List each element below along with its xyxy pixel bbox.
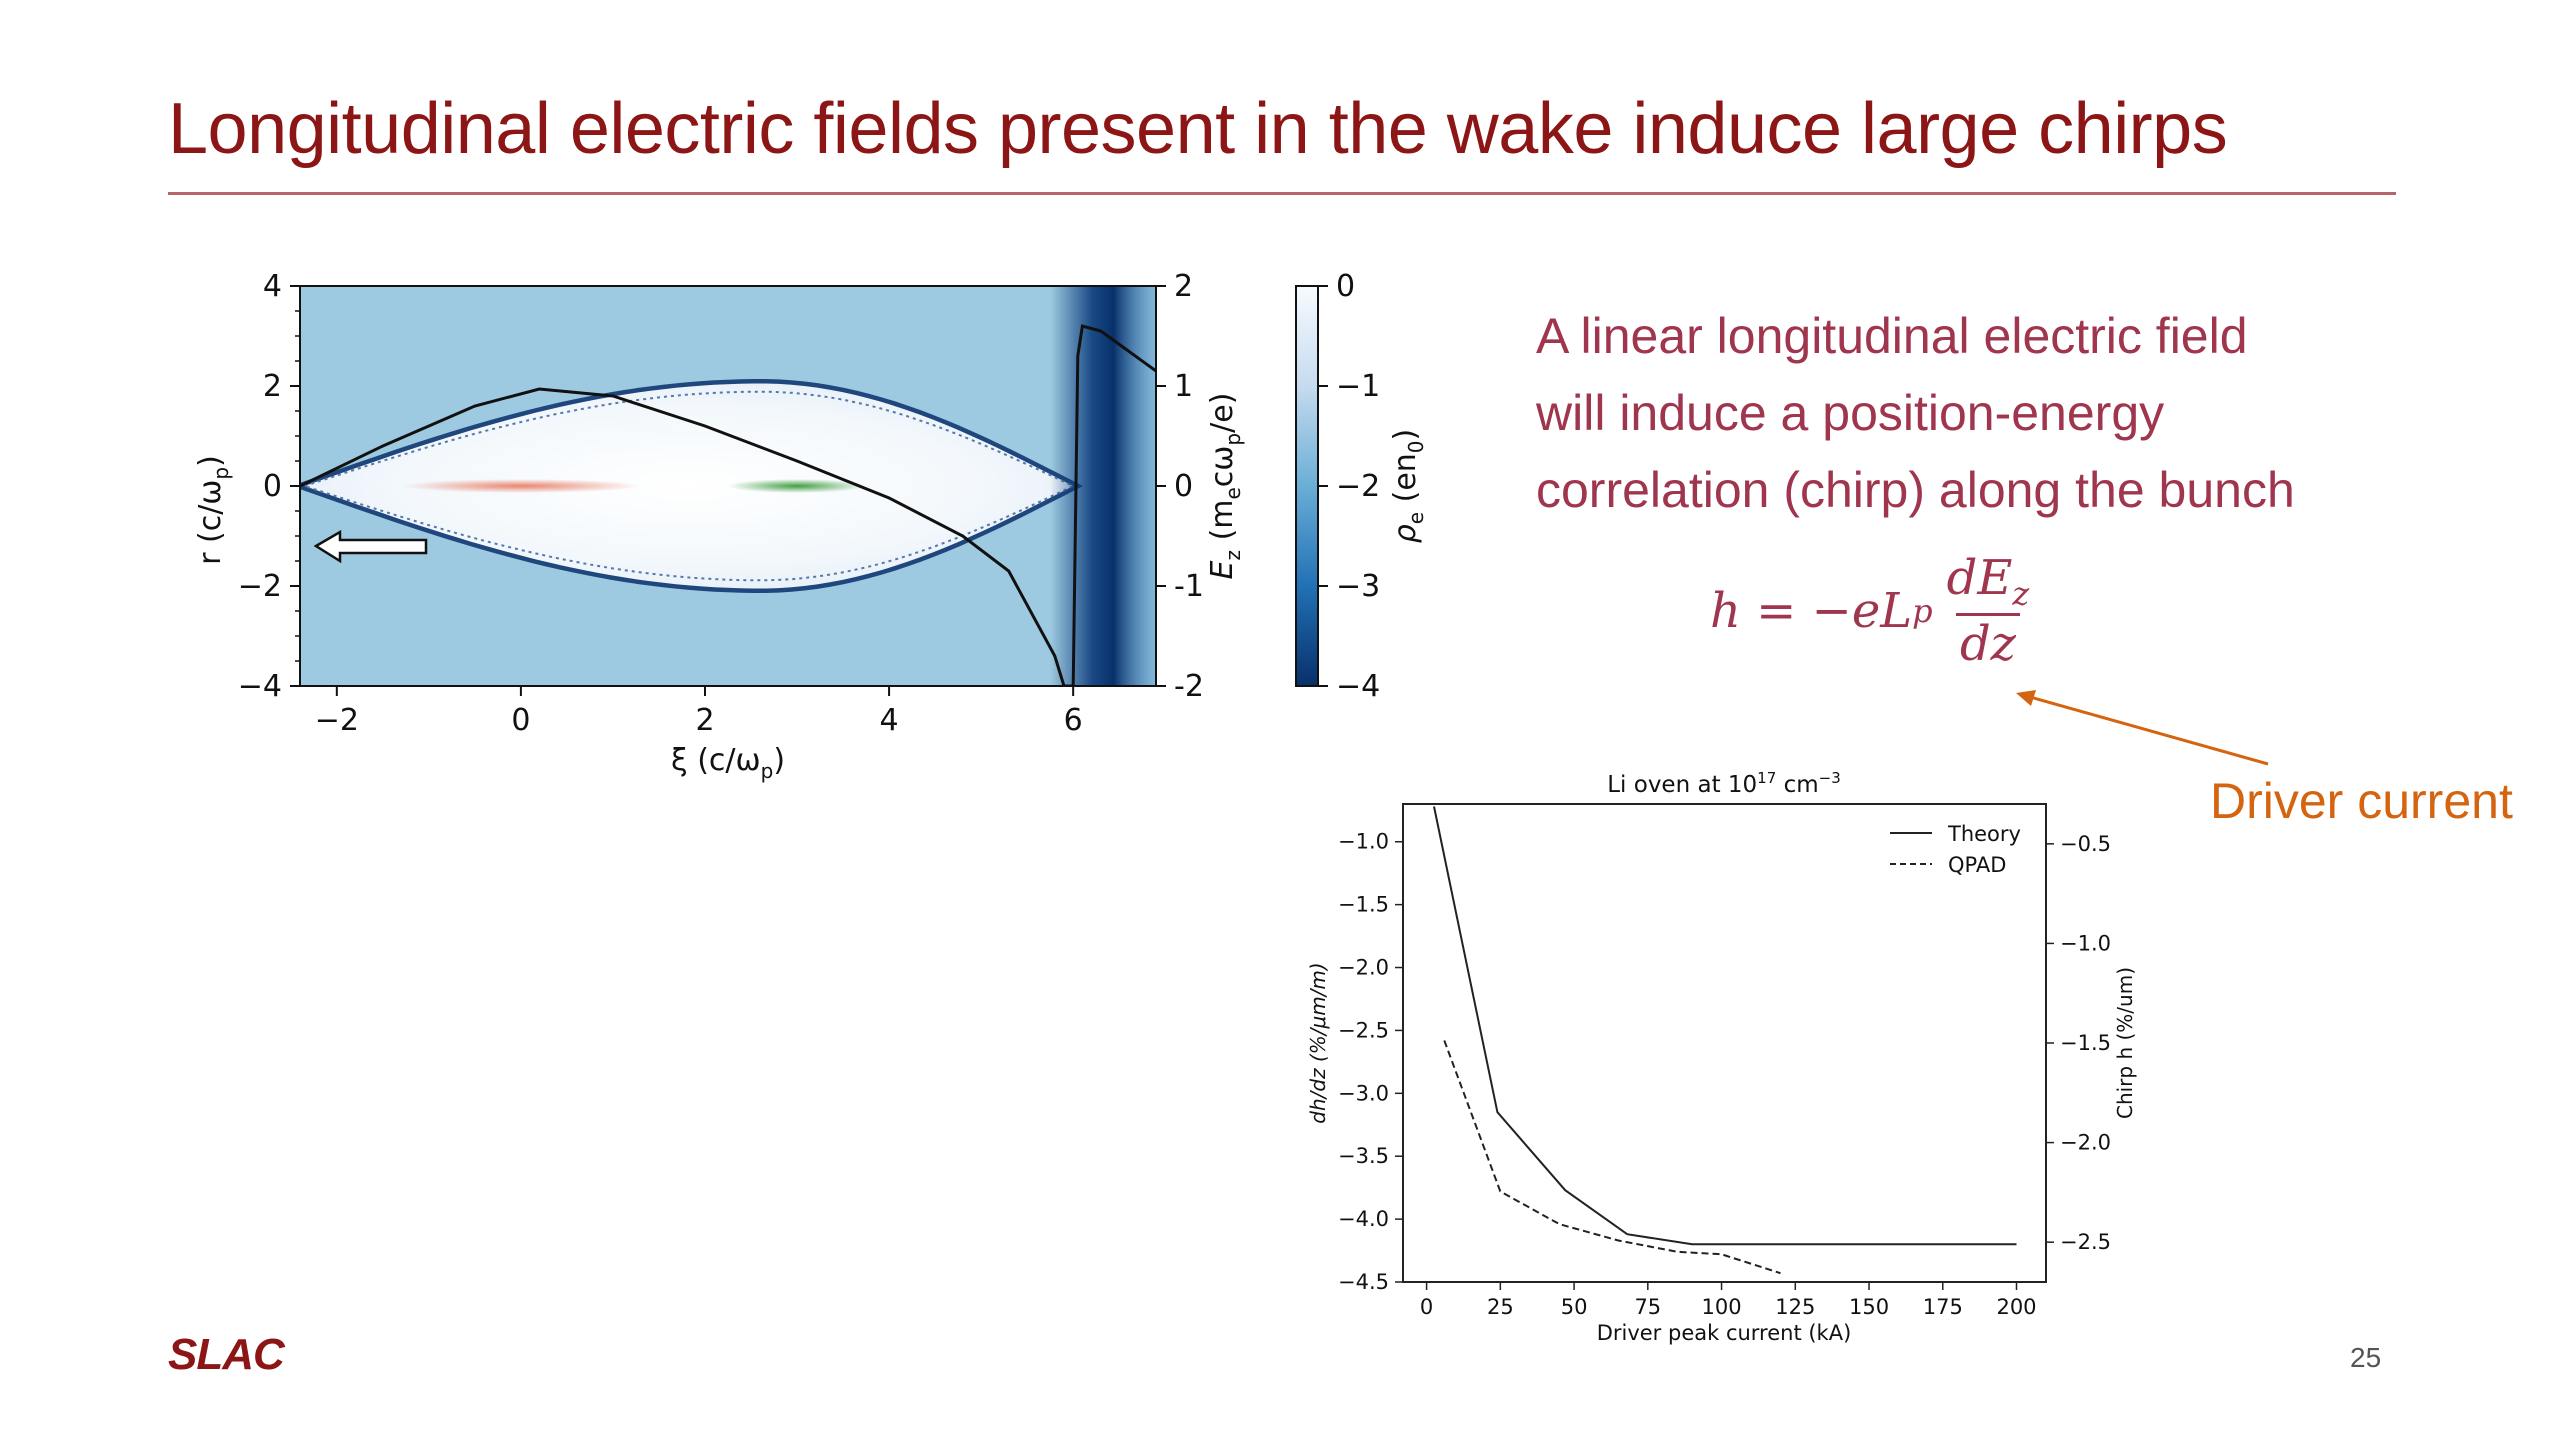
heatmap-y2tick-label: 2 [1174,269,1193,304]
line-y2tick-label: −0.5 [2060,832,2111,856]
slac-logo: SLAC [168,1330,285,1379]
line-ytick-label: −4.0 [1338,1207,1389,1231]
formula-lhs: h = −eL [1710,582,1913,639]
line-y2tick-label: −1.5 [2060,1031,2111,1055]
colorbar-tick-label: 0 [1336,269,1355,304]
heatmap-xtick-label: 2 [695,703,714,738]
heatmap-y2tick-label: 0 [1174,469,1193,504]
colorbar-tick-label: −1 [1336,369,1380,404]
line-y2tick-label: −2.0 [2060,1131,2111,1155]
ez-field-curve [300,324,1156,686]
legend-theory-label: Theory [1947,822,2021,846]
driver-current-arrow [2029,695,2269,766]
line-chart-ylabel: dh/dz (%/μm/m) [1306,962,1330,1123]
heatmap-xtick-label: −2 [315,703,359,738]
formula-lhs-sub: p [1912,591,1933,630]
chirp-formula: h = −eL p dEz dz [1710,550,2033,672]
heatmap-xtick-label: 0 [511,703,530,738]
cavity-boundary-dotted [304,390,1076,582]
heatmap-xtick-label: 4 [880,703,899,738]
explanation-text: A linear longitudinal electric field wil… [1536,298,2436,529]
line-ytick-label: −3.5 [1338,1144,1389,1168]
heatmap-ytick-label: 4 [263,269,282,304]
plasma-cavity [304,383,1074,589]
line-ytick-label: −2.5 [1338,1018,1389,1042]
explanation-line-3: correlation (chirp) along the bunch [1536,462,2295,518]
line-xtick-label: 125 [1775,1295,1815,1319]
colorbar-label: ρe (en0) [1388,429,1428,544]
heatmap-y2label: Ez (mecωp/e) [1205,393,1245,580]
heatmap-y2tick-label: -1 [1174,569,1204,604]
heatmap-ytick-label: 2 [263,369,282,404]
line-xtick-label: 150 [1849,1295,1889,1319]
line-xtick-label: 0 [1420,1295,1433,1319]
witness-beam [728,479,867,493]
heatmap-y2tick-label: -2 [1174,669,1204,704]
direction-arrow [313,529,428,564]
page-number: 25 [2350,1342,2382,1373]
line-chart-xlabel: Driver peak current (kA) [1597,1321,1852,1345]
line-chart-legend: Theory QPAD [1890,822,2021,877]
driver-current-annotation: Driver current [2210,773,2513,829]
line-chart-title: Li oven at 1017 cm−3 [1607,769,1841,798]
heatmap-xlabel: ξ (c/ωp) [671,743,785,783]
drive-beam [401,479,641,493]
colorbar-tick-label: −2 [1336,469,1380,504]
series-theory [1433,806,2017,1246]
formula-fraction: dEz dz [1943,550,2034,672]
line-chart-y2label: Chirp h (%/um) [2113,967,2137,1119]
line-xtick-label: 25 [1487,1295,1514,1319]
line-ytick-label: −1.5 [1338,893,1389,917]
line-y2tick-label: −1.0 [2060,931,2111,955]
colorbar-tick-label: −3 [1336,569,1380,604]
series-qpad [1443,1040,1781,1275]
legend-qpad-label: QPAD [1948,853,2006,877]
heatmap-xtick-label: 6 [1064,703,1083,738]
line-xtick-label: 175 [1923,1295,1963,1319]
driver-current-arrowhead [2016,690,2036,706]
line-ytick-label: −4.5 [1338,1270,1389,1294]
line-y2tick-label: −2.5 [2060,1230,2111,1254]
heatmap-ylabel: r (c/ωp) [193,455,233,565]
heatmap-ytick-label: 0 [263,469,282,504]
line-ytick-label: −1.0 [1338,830,1389,854]
line-xtick-label: 75 [1634,1295,1661,1319]
line-xtick-label: 100 [1702,1295,1742,1319]
wake-tip-region [1050,286,1156,686]
heatmap-y2tick-label: 1 [1174,369,1193,404]
formula-denominator: dz [1955,612,2020,672]
line-ytick-label: −2.0 [1338,956,1389,980]
title-divider [168,192,2396,195]
slide-title: Longitudinal electric fields present in … [168,89,2228,169]
heatmap-ytick-label: −2 [238,569,282,604]
line-ytick-label: −3.0 [1338,1081,1389,1105]
formula-numerator: dEz [1946,550,2030,613]
explanation-line-1: A linear longitudinal electric field [1536,308,2248,364]
colorbar-tick-label: −4 [1336,669,1380,704]
heatmap-ytick-label: −4 [238,669,282,704]
line-xtick-label: 200 [1996,1295,2036,1319]
explanation-line-2: will induce a position-energy [1536,385,2165,441]
line-xtick-label: 50 [1561,1295,1588,1319]
